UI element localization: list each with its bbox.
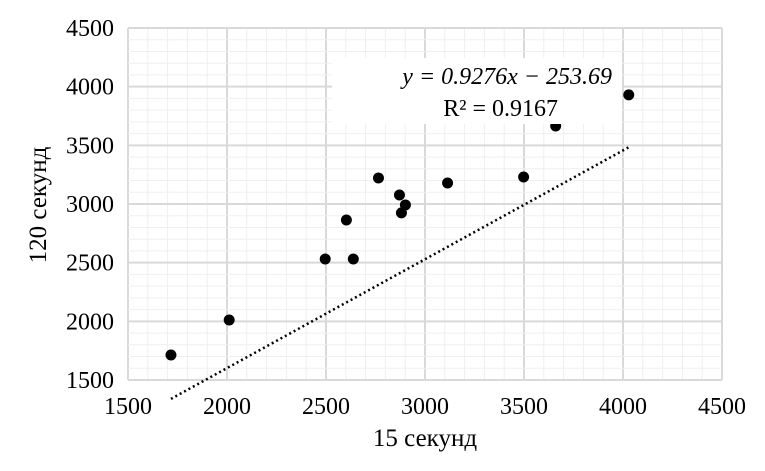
data-point: [518, 171, 530, 183]
tick-labels: 1500 2000 2500 3000 3500 4000 4500 1500 2000 2500…: [66, 16, 746, 420]
x-tick-label: 3500: [500, 394, 548, 420]
data-point: [347, 253, 359, 265]
data-point: [319, 253, 331, 265]
x-tick-label: 4500: [698, 394, 746, 420]
y-tick-label: 1500: [66, 368, 114, 394]
y-tick-label: 4000: [66, 75, 114, 101]
x-axis-label: 15 секунд: [373, 425, 477, 452]
data-point: [372, 172, 384, 184]
trendline-line: [170, 146, 630, 400]
data-point: [442, 177, 454, 189]
x-tick-label: 3000: [401, 394, 449, 420]
data-point: [623, 89, 635, 101]
y-tick-label: 2000: [66, 309, 114, 335]
data-point: [399, 199, 411, 211]
data-point: [223, 314, 235, 326]
x-tick-label: 4000: [599, 394, 647, 420]
data-point: [393, 189, 405, 201]
r-squared-label: R² = 0.9167: [443, 96, 558, 122]
y-tick-label: 3500: [66, 133, 114, 159]
equation-label: y = 0.9276x − 253.69: [400, 64, 612, 90]
x-tick-label: 1500: [104, 394, 152, 420]
x-tick-label: 2000: [203, 394, 251, 420]
y-tick-label: 3000: [66, 192, 114, 218]
trendline: [170, 146, 630, 400]
y-tick-label: 4500: [66, 16, 114, 42]
x-tick-label: 2500: [302, 394, 350, 420]
y-axis-label: 120 секунд: [25, 146, 52, 263]
data-point: [340, 214, 352, 226]
y-tick-label: 2500: [66, 251, 114, 277]
equation-label-bg: [332, 58, 622, 124]
data-point: [165, 349, 177, 361]
